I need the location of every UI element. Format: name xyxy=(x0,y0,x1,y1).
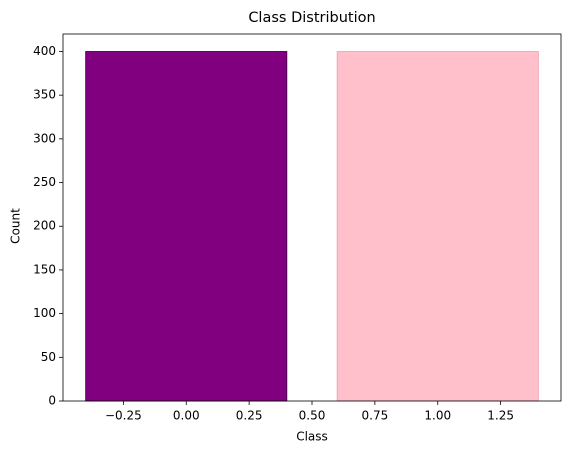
x-tick-label: 1.00 xyxy=(424,409,451,423)
x-tick-label: −0.25 xyxy=(105,409,142,423)
y-tick-label: 50 xyxy=(41,350,56,364)
x-tick-label: 0.25 xyxy=(236,409,263,423)
x-tick-label: 1.25 xyxy=(487,409,514,423)
y-tick-label: 300 xyxy=(33,131,56,145)
y-tick-label: 100 xyxy=(33,306,56,320)
y-tick-label: 150 xyxy=(33,262,56,276)
plot-frame xyxy=(62,33,562,402)
y-tick-label: 350 xyxy=(33,88,56,102)
bar xyxy=(85,51,288,402)
y-tick-label: 250 xyxy=(33,175,56,189)
y-tick-label: 200 xyxy=(33,219,56,233)
bar xyxy=(336,51,539,402)
y-axis-label: Count xyxy=(9,208,23,244)
y-tick-label: 400 xyxy=(33,44,56,58)
x-tick-label: 0.75 xyxy=(362,409,389,423)
y-tick-label: 0 xyxy=(48,394,56,408)
x-axis-label: Class xyxy=(296,430,328,444)
x-tick-label: 0.50 xyxy=(299,409,326,423)
x-tick-label: 0.00 xyxy=(173,409,200,423)
chart-title: Class Distribution xyxy=(248,10,375,26)
